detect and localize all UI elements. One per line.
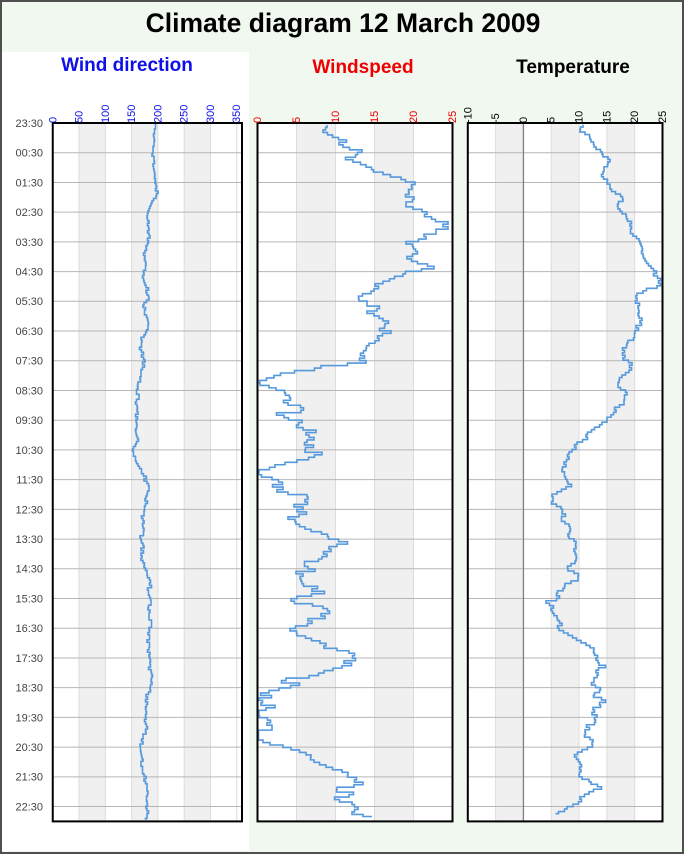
svg-text:350: 350	[231, 105, 243, 123]
svg-text:05:30: 05:30	[15, 296, 43, 308]
svg-text:0: 0	[47, 117, 59, 123]
svg-text:5: 5	[546, 117, 558, 123]
svg-text:10:30: 10:30	[15, 445, 43, 457]
svg-text:Wind direction: Wind direction	[61, 55, 193, 76]
svg-text:10: 10	[330, 111, 342, 123]
svg-text:00:30: 00:30	[15, 148, 43, 160]
svg-text:Climate diagram 12 March 2009: Climate diagram 12 March 2009	[146, 8, 541, 38]
svg-text:15: 15	[369, 111, 381, 123]
svg-text:09:30: 09:30	[15, 415, 43, 427]
svg-text:0: 0	[252, 117, 264, 123]
svg-text:15: 15	[601, 111, 613, 123]
svg-text:10: 10	[574, 111, 586, 123]
svg-text:08:30: 08:30	[15, 385, 43, 397]
svg-text:25: 25	[447, 111, 459, 123]
svg-text:18:30: 18:30	[15, 683, 43, 695]
svg-text:5: 5	[291, 117, 303, 123]
svg-text:20:30: 20:30	[15, 742, 43, 754]
svg-text:16:30: 16:30	[15, 623, 43, 635]
svg-text:04:30: 04:30	[15, 267, 43, 279]
svg-text:13:30: 13:30	[15, 534, 43, 546]
svg-text:07:30: 07:30	[15, 356, 43, 368]
svg-text:19:30: 19:30	[15, 712, 43, 724]
svg-text:Windspeed: Windspeed	[312, 57, 413, 78]
svg-text:-5: -5	[490, 113, 502, 123]
svg-text:11:30: 11:30	[16, 475, 43, 487]
svg-text:23:30: 23:30	[15, 118, 43, 130]
svg-text:Temperature: Temperature	[516, 57, 630, 78]
svg-text:21:30: 21:30	[15, 772, 43, 784]
svg-text:200: 200	[152, 105, 164, 123]
svg-text:20: 20	[408, 111, 420, 123]
svg-text:22:30: 22:30	[15, 801, 43, 813]
svg-text:300: 300	[205, 105, 217, 123]
svg-text:150: 150	[126, 105, 138, 123]
svg-text:06:30: 06:30	[15, 326, 43, 338]
svg-text:20: 20	[629, 111, 641, 123]
svg-text:0: 0	[518, 117, 530, 123]
svg-text:02:30: 02:30	[15, 207, 43, 219]
svg-text:03:30: 03:30	[15, 237, 43, 249]
svg-text:25: 25	[657, 111, 669, 123]
svg-text:50: 50	[74, 111, 86, 123]
svg-text:250: 250	[179, 105, 191, 123]
svg-text:17:30: 17:30	[15, 653, 43, 665]
svg-text:12:30: 12:30	[15, 504, 43, 516]
svg-text:15:30: 15:30	[15, 593, 43, 605]
svg-text:-10: -10	[462, 107, 474, 123]
svg-text:100: 100	[100, 105, 112, 123]
svg-text:01:30: 01:30	[15, 177, 43, 189]
svg-text:14:30: 14:30	[15, 564, 43, 576]
